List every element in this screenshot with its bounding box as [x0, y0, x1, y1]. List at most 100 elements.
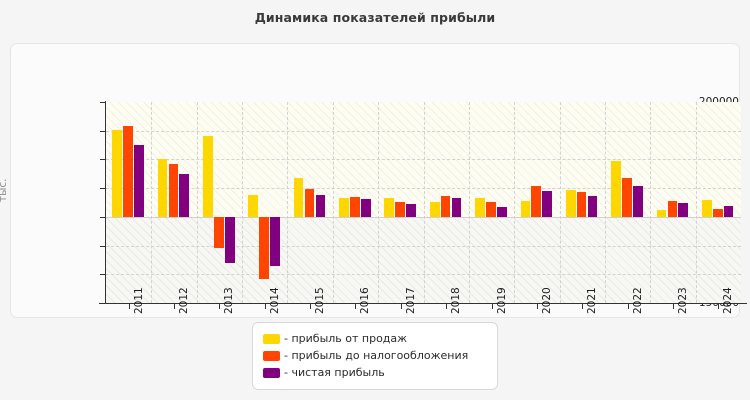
legend-label-pretax-profit: - прибыль до налогообложения	[284, 349, 469, 362]
x-tick-mark	[128, 303, 130, 309]
y-tick-mark	[100, 159, 106, 161]
bar	[224, 216, 235, 263]
x-tick-label: 2014	[268, 287, 281, 314]
bar	[168, 164, 179, 217]
bar	[179, 173, 190, 217]
y-tick-mark	[100, 102, 106, 103]
x-tick-mark	[446, 303, 448, 309]
x-axis-line	[99, 303, 747, 304]
legend-item[interactable]: - прибыль от продаж	[263, 330, 487, 347]
bar	[587, 196, 598, 217]
plot-area	[106, 102, 741, 303]
bar	[486, 201, 496, 217]
legend-swatch-pretax-profit	[263, 350, 280, 361]
x-tick-mark	[627, 303, 629, 309]
bar	[406, 203, 416, 217]
gridline	[514, 102, 516, 303]
x-tick-label: 2015	[314, 287, 327, 314]
bar	[622, 177, 632, 217]
bar	[723, 205, 734, 217]
bar	[496, 206, 507, 217]
bar	[270, 216, 280, 266]
bar	[339, 197, 349, 217]
x-tick-mark	[582, 303, 584, 309]
x-tick-mark	[491, 303, 493, 309]
legend-label-sales-profit: - прибыль от продаж	[284, 332, 408, 345]
bar	[576, 191, 587, 217]
bar	[123, 126, 133, 217]
bar	[565, 189, 576, 217]
bar	[259, 216, 269, 279]
x-tick-label: 2012	[178, 287, 191, 314]
gridline	[151, 102, 153, 303]
x-tick-mark	[672, 303, 674, 309]
gridline	[287, 102, 289, 303]
zero-line	[106, 216, 741, 218]
gridline	[196, 102, 198, 303]
bar	[451, 197, 462, 217]
bar	[315, 195, 326, 217]
x-tick-label: 2022	[631, 287, 644, 314]
legend-swatch-sales-profit	[263, 333, 280, 344]
bar	[542, 191, 552, 217]
bar	[701, 199, 712, 217]
gridline	[242, 102, 244, 303]
bar	[656, 209, 667, 217]
gridline	[378, 102, 380, 303]
bar	[134, 145, 144, 217]
y-axis-title: тыс.	[0, 178, 9, 202]
x-tick-mark	[718, 303, 720, 309]
y-tick-mark	[100, 216, 106, 218]
legend-item[interactable]: - чистая прибыль	[263, 364, 487, 381]
x-tick-label: 2024	[722, 287, 735, 314]
chart-legend: - прибыль от продаж - прибыль до налогоо…	[252, 322, 498, 390]
bar	[304, 189, 315, 217]
bar	[384, 198, 395, 217]
gridline	[423, 102, 425, 303]
bar	[112, 129, 123, 217]
bar	[531, 186, 542, 217]
bar	[350, 197, 360, 217]
x-tick-label: 2021	[586, 287, 599, 314]
bar	[395, 201, 406, 217]
x-tick-mark	[264, 303, 266, 309]
legend-swatch-net-profit	[263, 367, 280, 378]
y-tick-mark	[100, 188, 106, 190]
chart-title: Динамика показателей прибыли	[254, 10, 496, 25]
legend-item[interactable]: - прибыль до налогообложения	[263, 347, 487, 364]
bar	[712, 208, 723, 217]
x-tick-mark	[400, 303, 402, 309]
bar	[293, 178, 304, 217]
x-tick-mark	[174, 303, 176, 309]
x-tick-label: 2019	[495, 287, 508, 314]
bar	[520, 201, 531, 217]
x-tick-label: 2020	[540, 287, 553, 314]
legend-label-net-profit: - чистая прибыль	[284, 366, 385, 379]
bar	[611, 161, 621, 217]
bar	[678, 203, 689, 217]
x-tick-label: 2017	[404, 287, 417, 314]
y-tick-mark	[100, 245, 106, 247]
gridline	[468, 102, 470, 303]
bar	[633, 186, 643, 217]
x-tick-mark	[310, 303, 312, 309]
gridline	[650, 102, 652, 303]
y-tick-mark	[100, 130, 106, 132]
gridline	[559, 102, 561, 303]
x-tick-label: 2023	[676, 287, 689, 314]
gridline	[695, 102, 697, 303]
x-tick-mark	[536, 303, 538, 309]
y-axis-line	[105, 101, 106, 304]
x-tick-label: 2013	[223, 287, 236, 314]
gridline	[332, 102, 334, 303]
bar	[157, 159, 168, 217]
bar	[667, 200, 678, 217]
chart-panel: тыс. 200000150000100000500000-50000-1000…	[0, 43, 747, 318]
x-tick-label: 2018	[450, 287, 463, 314]
bar	[248, 195, 259, 217]
bar	[203, 136, 213, 217]
bar	[440, 196, 451, 217]
bar	[475, 197, 485, 217]
x-tick-mark	[219, 303, 221, 309]
x-tick-mark	[355, 303, 357, 309]
